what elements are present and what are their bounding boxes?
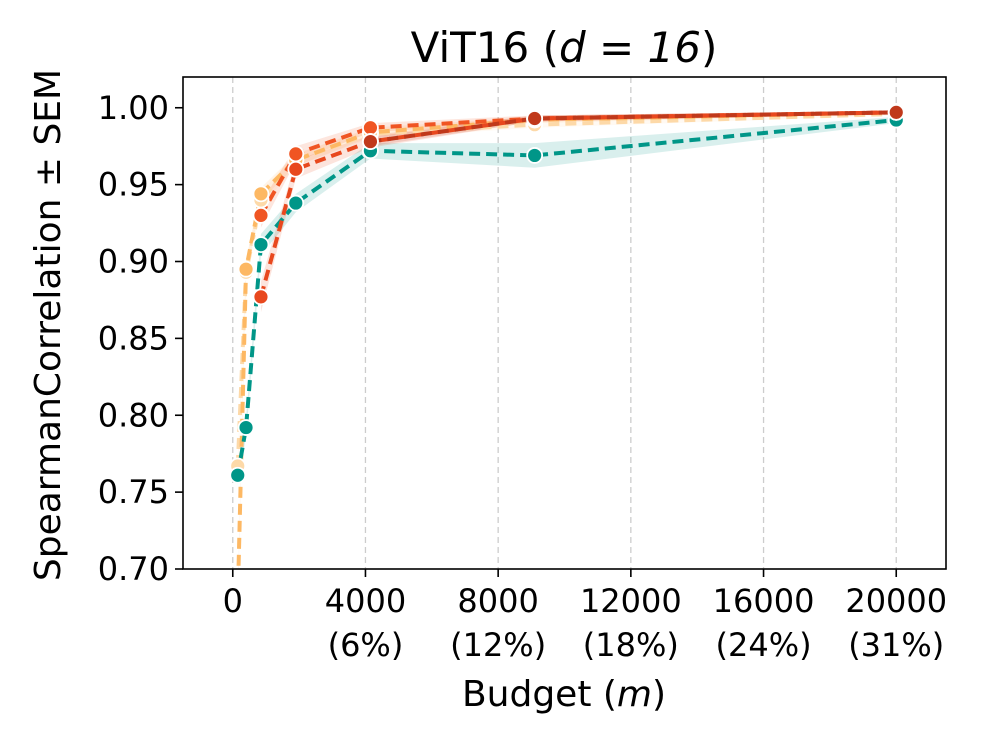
data-point-teal xyxy=(252,236,270,253)
x-tick-label: 20000 xyxy=(845,582,947,620)
data-point-teal xyxy=(229,466,247,484)
data-point-teal xyxy=(526,147,544,164)
data-point-orange xyxy=(252,185,270,203)
chart-title: ViT16 (d = 16) xyxy=(411,23,718,72)
x-tick-label: 0 xyxy=(223,582,243,620)
data-point-dark-red xyxy=(887,103,905,121)
x-axis-ticks: 0 4000 (6%) 8000 (12%) 12000 (18%) 16000 (24%) 20… xyxy=(223,569,947,664)
data-point-dark-red xyxy=(362,133,379,150)
y-tick-label: 0.70 xyxy=(98,550,169,588)
data-point-teal xyxy=(237,419,255,436)
chart-title-prefix: ViT16 ( xyxy=(411,23,559,72)
y-tick-label: 0.75 xyxy=(98,473,169,511)
data-point-red-orange xyxy=(287,145,305,163)
x-tick-label: 8000 xyxy=(457,582,538,620)
chart-title-suffix: ) xyxy=(701,23,717,72)
data-point-dark-red xyxy=(526,110,544,127)
x-tick-percent-label: (24%) xyxy=(715,626,811,664)
series-line-dark-red xyxy=(370,110,897,144)
y-tick-label: 0.85 xyxy=(98,319,169,357)
y-tick-label: 0.80 xyxy=(98,396,169,434)
x-tick-percent-label: (6%) xyxy=(328,626,404,664)
x-tick-percent-label: (18%) xyxy=(583,626,679,664)
x-tick-label: 4000 xyxy=(325,582,406,620)
grid xyxy=(232,77,897,569)
x-tick-label: 12000 xyxy=(580,582,682,620)
series-markers xyxy=(229,103,905,484)
y-tick-label: 0.95 xyxy=(98,166,169,204)
data-point-teal xyxy=(287,194,305,212)
data-point-orange-red xyxy=(252,288,270,306)
plot-frame xyxy=(182,76,947,570)
chart-title-math: d = 16 xyxy=(559,23,701,72)
y-tick-label: 0.90 xyxy=(98,243,169,281)
data-point-orange xyxy=(237,260,255,278)
x-axis-label-suffix: ) xyxy=(652,674,666,715)
y-tick-label: 1.00 xyxy=(98,89,169,127)
x-tick-percent-label: (31%) xyxy=(848,626,944,664)
x-axis-label-math: m xyxy=(617,674,652,715)
data-point-orange-red xyxy=(287,160,305,178)
y-axis-ticks: 0.70 0.75 0.80 0.85 0.90 0.95 1.00 xyxy=(98,89,183,588)
data-point-red-orange xyxy=(362,119,379,137)
x-axis-label-prefix: Budget ( xyxy=(462,674,617,715)
y-axis-label: SpearmanCorrelation ± SEM xyxy=(28,69,69,581)
data-point-red-orange xyxy=(252,206,270,224)
x-tick-percent-label: (12%) xyxy=(450,626,546,664)
x-tick-label: 16000 xyxy=(713,582,815,620)
x-axis-label: Budget (m) xyxy=(462,674,666,715)
